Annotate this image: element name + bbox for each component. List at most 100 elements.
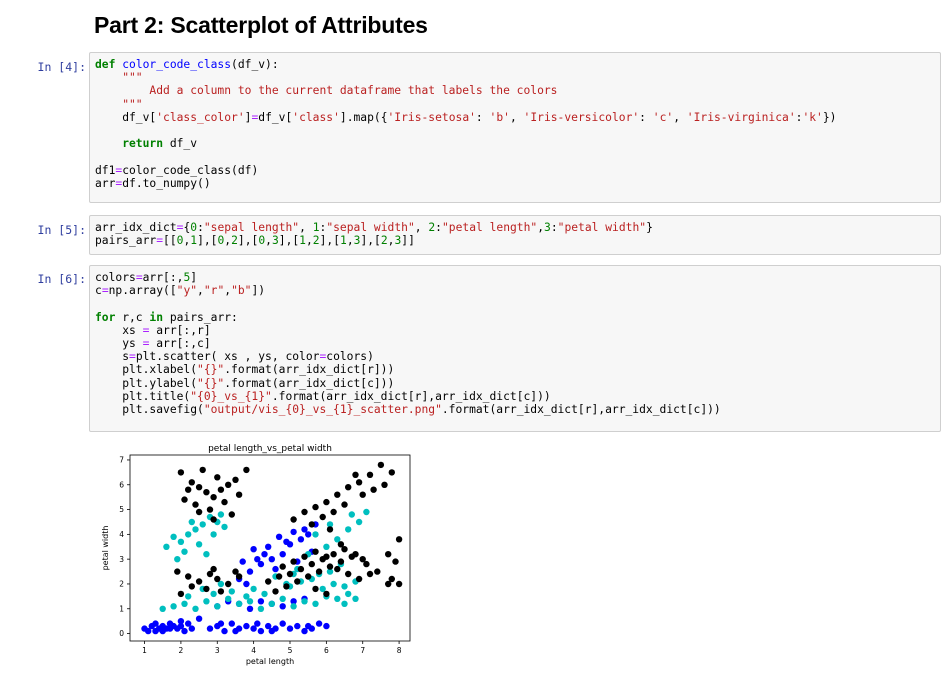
code-token: ] bbox=[190, 271, 198, 284]
code-cell-6-source[interactable]: colors=arr[:,5] c=np.array(["y","r","b"]… bbox=[90, 266, 940, 416]
data-point bbox=[315, 568, 323, 575]
code-token: 3 bbox=[544, 221, 551, 234]
data-point bbox=[385, 551, 392, 558]
code-cell-4[interactable]: def color_code_class(df_v): """ Add a co… bbox=[89, 52, 941, 203]
data-point bbox=[323, 543, 330, 550]
data-point bbox=[246, 568, 254, 575]
code-line: plt.ylabel("{}".format(arr_idx_dict[c])) bbox=[95, 377, 394, 390]
code-line: s=plt.scatter( xs , ys, color=colors) bbox=[95, 350, 374, 363]
code-token: }) bbox=[822, 110, 837, 124]
code-token: = bbox=[135, 271, 143, 284]
code-token: = bbox=[142, 337, 150, 351]
data-point bbox=[214, 603, 221, 610]
data-point bbox=[217, 588, 225, 595]
code-token: ]] bbox=[401, 234, 415, 248]
x-tick-label: 8 bbox=[397, 646, 402, 655]
data-point bbox=[359, 556, 366, 563]
cell-4-prompt: In [4]: bbox=[37, 60, 86, 74]
code-token: .format(arr_idx_dict[r],arr_idx_dict[c])… bbox=[271, 389, 551, 403]
data-point bbox=[268, 627, 275, 635]
data-point bbox=[301, 508, 308, 516]
data-point bbox=[177, 538, 185, 545]
data-point bbox=[312, 600, 319, 607]
y-tick-label: 3 bbox=[119, 555, 124, 564]
data-point bbox=[228, 511, 235, 518]
code-cell-5[interactable]: arr_idx_dict={0:"sepal length", 1:"sepal… bbox=[89, 215, 941, 255]
data-point bbox=[192, 501, 199, 508]
data-point bbox=[345, 590, 352, 598]
code-cell-4-source[interactable]: def color_code_class(df_v): """ Add a co… bbox=[90, 53, 940, 190]
code-token: ] bbox=[244, 110, 252, 124]
data-point bbox=[286, 570, 294, 578]
cell-6-prompt: In [6]: bbox=[37, 272, 86, 286]
data-point bbox=[257, 560, 265, 568]
code-cell-5-source[interactable]: arr_idx_dict={0:"sepal length", 1:"sepal… bbox=[90, 216, 940, 247]
data-point bbox=[188, 479, 195, 486]
data-point bbox=[305, 622, 312, 630]
code-token: ],[ bbox=[278, 234, 300, 248]
code-line: """ bbox=[95, 71, 142, 84]
code-token: "sepal length" bbox=[203, 221, 300, 234]
data-point bbox=[174, 556, 181, 563]
data-point bbox=[290, 558, 297, 565]
code-token: ys bbox=[95, 337, 143, 351]
data-point bbox=[326, 563, 334, 570]
data-point bbox=[392, 558, 399, 565]
data-point bbox=[279, 603, 286, 610]
code-token: : bbox=[197, 221, 204, 234]
data-point bbox=[199, 521, 206, 528]
x-axis-label: petal length bbox=[246, 657, 294, 666]
code-token: 0 bbox=[217, 234, 225, 248]
data-point bbox=[199, 466, 206, 474]
data-point bbox=[305, 531, 312, 538]
data-point bbox=[334, 565, 341, 573]
x-tick-label: 7 bbox=[360, 646, 365, 655]
code-token: 1 bbox=[299, 234, 306, 248]
code-token: .format(arr_idx_dict[r])) bbox=[224, 363, 395, 377]
x-tick-label: 4 bbox=[251, 646, 256, 655]
data-point bbox=[210, 590, 217, 598]
data-point bbox=[363, 508, 370, 516]
data-point bbox=[163, 543, 170, 550]
data-point bbox=[195, 578, 203, 585]
data-point bbox=[305, 573, 312, 580]
data-point bbox=[268, 556, 275, 563]
data-point bbox=[217, 486, 225, 493]
code-token: s bbox=[95, 350, 130, 364]
code-token: : bbox=[475, 110, 490, 124]
data-point bbox=[243, 580, 250, 588]
data-point bbox=[345, 484, 352, 491]
data-point bbox=[279, 595, 286, 602]
code-token: , bbox=[346, 234, 354, 248]
code-token: = bbox=[319, 350, 327, 364]
data-point bbox=[283, 583, 290, 590]
data-point bbox=[235, 491, 243, 498]
code-line: for r,c in pairs_arr: bbox=[95, 311, 238, 324]
data-point bbox=[159, 605, 166, 612]
code-token: = bbox=[115, 176, 123, 190]
code-token: , bbox=[265, 234, 272, 248]
data-point bbox=[250, 585, 257, 593]
code-token: = bbox=[251, 110, 259, 124]
data-point bbox=[210, 565, 217, 573]
code-token: arr_idx_dict bbox=[95, 221, 177, 234]
data-point bbox=[341, 546, 348, 553]
data-point bbox=[272, 565, 279, 573]
y-tick-label: 6 bbox=[119, 480, 124, 489]
code-token: 0 bbox=[258, 234, 266, 248]
code-line: pairs_arr=[[0,1],[0,2],[0,3],[1,2],[1,3]… bbox=[95, 234, 415, 247]
code-cell-6[interactable]: colors=arr[:,5] c=np.array(["y","r","b"]… bbox=[89, 265, 941, 432]
code-token: "petal length" bbox=[441, 221, 538, 234]
code-token: , bbox=[224, 284, 232, 298]
code-line: plt.xlabel("{}".format(arr_idx_dict[r])) bbox=[95, 363, 394, 376]
code-token: "petal width" bbox=[557, 221, 647, 234]
code-line: colors=arr[:,5] bbox=[95, 271, 197, 284]
data-point bbox=[221, 523, 228, 531]
plot-frame bbox=[129, 454, 411, 642]
data-point bbox=[188, 583, 195, 590]
code-token: { bbox=[183, 221, 191, 234]
code-token: np.array([ bbox=[108, 284, 177, 298]
data-point bbox=[388, 469, 395, 476]
data-point bbox=[385, 580, 392, 588]
code-token: , bbox=[299, 221, 313, 234]
